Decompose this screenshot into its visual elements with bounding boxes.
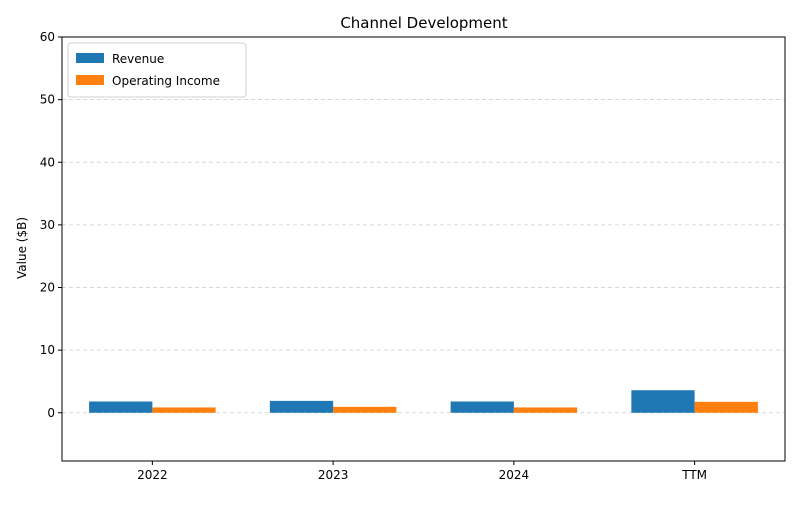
legend-swatch — [76, 53, 104, 63]
legend-box — [67, 42, 247, 98]
x-tick-label: 2023 — [318, 468, 349, 482]
x-tick-label: 2024 — [499, 468, 530, 482]
chart-title: Channel Development — [340, 14, 507, 32]
x-tick-label: 2022 — [137, 468, 168, 482]
y-axis-label: Value ($B) — [15, 217, 29, 279]
bars-layer — [89, 390, 758, 413]
bar-operating-income — [513, 407, 578, 413]
legend-label: Operating Income — [112, 74, 220, 88]
bar-revenue — [450, 401, 514, 413]
bar-revenue — [89, 401, 153, 413]
y-tick-label: 30 — [40, 218, 55, 232]
legend-label: Revenue — [112, 52, 164, 66]
legend-swatch — [76, 75, 104, 85]
y-tick-label: 20 — [40, 281, 55, 295]
x-tick-label: TTM — [681, 468, 707, 482]
y-tick-label: 0 — [47, 406, 55, 420]
bar-revenue — [631, 390, 695, 413]
legend: Revenue Operating Income — [67, 42, 247, 98]
y-tick-label: 10 — [40, 343, 55, 357]
y-tick-label: 60 — [40, 30, 55, 44]
bar-operating-income — [152, 407, 216, 413]
y-tick-label: 50 — [40, 93, 55, 107]
bar-operating-income — [694, 401, 758, 413]
bar-revenue — [269, 400, 334, 413]
y-tick-label: 40 — [40, 155, 55, 169]
plot-frame — [61, 36, 786, 462]
axis-layer: 0 10 20 30 40 50 60 2022 2023 2024 TTM — [40, 30, 707, 482]
bar-operating-income — [333, 406, 397, 413]
